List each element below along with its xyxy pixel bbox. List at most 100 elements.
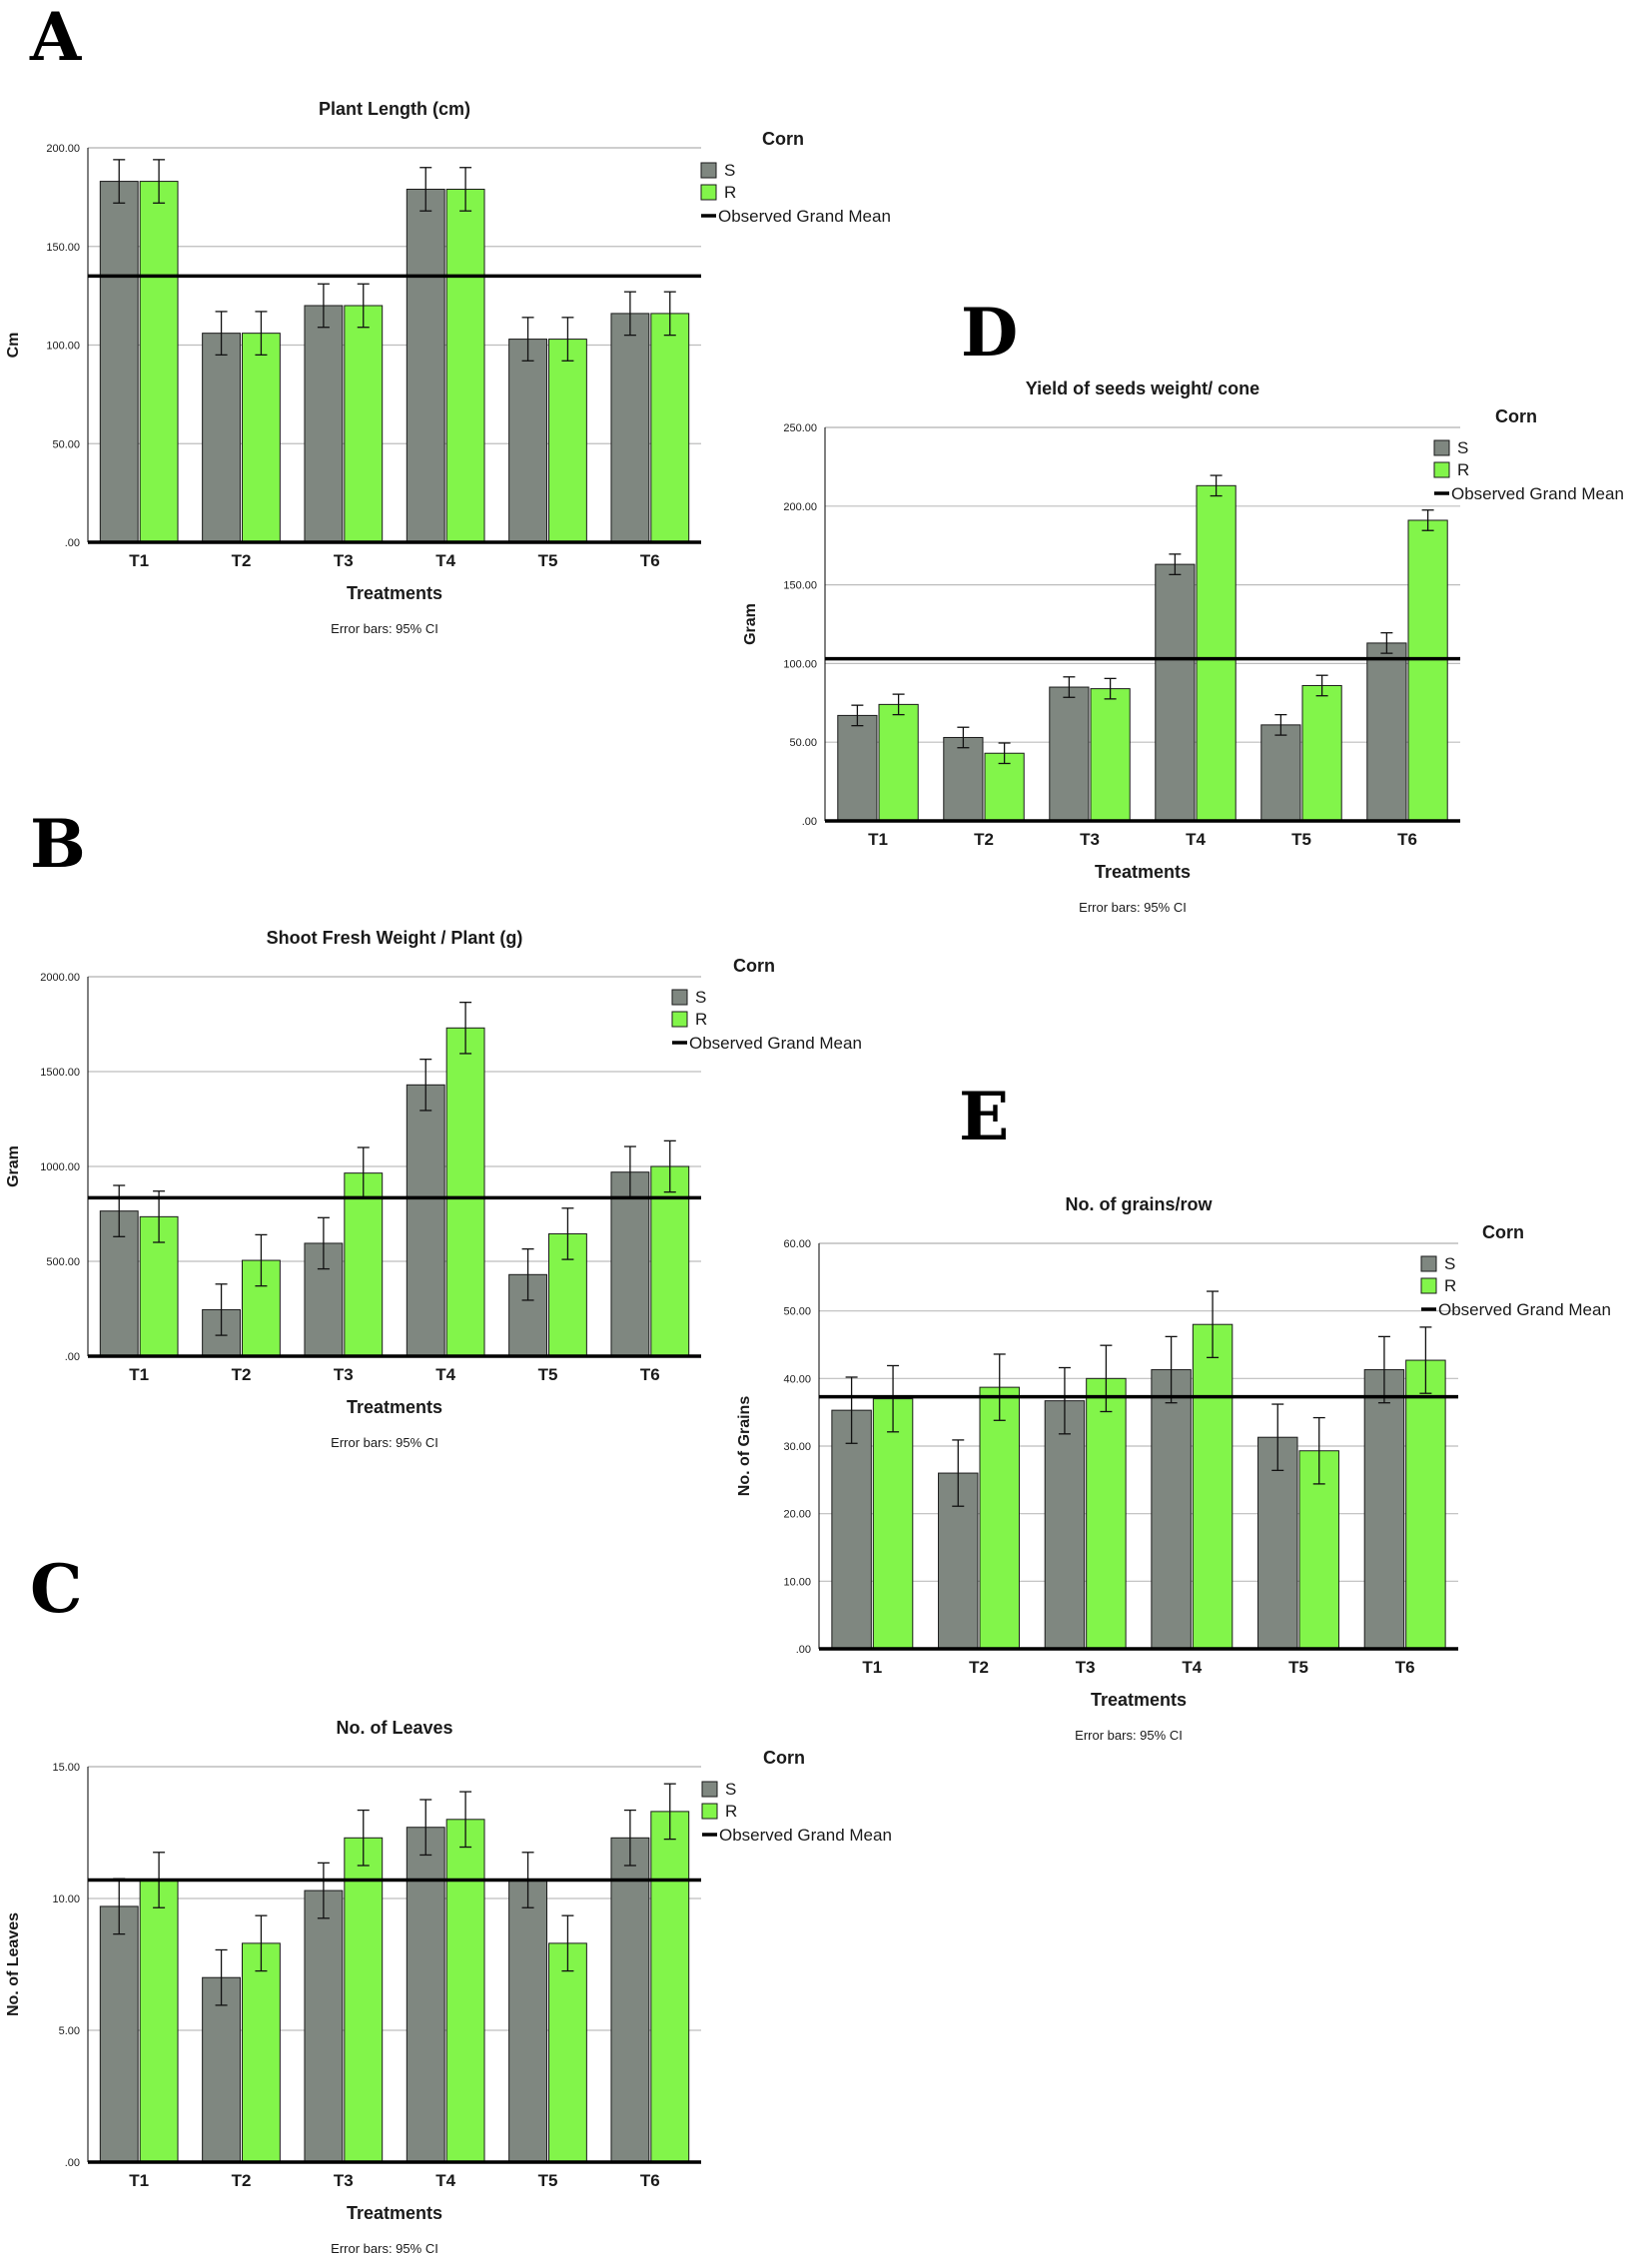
y-axis-label: Gram [5, 1145, 22, 1187]
bar-s-t2 [943, 736, 984, 822]
bar-r-t6 [650, 1811, 690, 2163]
y-tick-label: .00 [65, 1351, 80, 1363]
chart-shoot-fresh-weight: Shoot Fresh Weight / Plant (g) .00 500.00 1… [5, 928, 862, 1450]
legend-label-r: R [725, 1802, 737, 1821]
chart-title: Shoot Fresh Weight / Plant (g) [267, 928, 523, 948]
y-tick-label: 100.00 [46, 341, 80, 353]
legend-label-r: R [1457, 460, 1469, 479]
x-tick-label: T6 [640, 1365, 660, 1384]
y-tick-label: 50.00 [789, 737, 817, 749]
y-tick-label: 150.00 [783, 580, 817, 592]
x-tick-label: T4 [435, 1365, 455, 1384]
legend-label-s: S [725, 1780, 736, 1799]
bar-r-t1 [872, 1398, 914, 1650]
legend-title: Corn [1482, 1222, 1524, 1242]
legend-swatch-r [1433, 461, 1450, 478]
error-bar-note: Error bars: 95% CI [331, 1435, 438, 1450]
error-bar-note: Error bars: 95% CI [1079, 900, 1187, 915]
y-tick-label: 50.00 [783, 1306, 811, 1318]
legend-label-s: S [695, 988, 706, 1007]
bar-r-t4 [445, 1819, 485, 2163]
x-tick-label: T3 [1080, 830, 1100, 849]
panel-letter-a: A [30, 0, 82, 76]
legend-title: Corn [762, 129, 804, 149]
y-tick-label: 2000.00 [40, 972, 80, 984]
bar-s-t4 [406, 1827, 445, 2163]
x-tick-label: T2 [974, 830, 994, 849]
bar-s-t2 [202, 333, 242, 543]
bar-r-t3 [344, 305, 384, 543]
bar-s-t3 [1049, 686, 1090, 822]
chart-title: Yield of seeds weight/ cone [1026, 378, 1259, 398]
x-tick-label: T5 [538, 551, 558, 570]
legend-swatch-r [671, 1011, 688, 1028]
y-tick-label: 200.00 [46, 143, 80, 155]
x-tick-label: T4 [1182, 1658, 1202, 1677]
bar-r-t2 [979, 1386, 1020, 1650]
y-tick-label: 1500.00 [40, 1067, 80, 1079]
bar-r-t5 [1301, 684, 1342, 822]
x-axis-label: Treatments [347, 583, 442, 603]
bar-s-t5 [508, 339, 547, 543]
x-tick-label: T3 [334, 1365, 354, 1384]
y-tick-label: 60.00 [783, 1238, 811, 1250]
x-tick-label: T4 [1186, 830, 1206, 849]
x-tick-label: T4 [435, 551, 455, 570]
bar-r-t6 [1405, 1359, 1446, 1650]
bar-r-t1 [139, 181, 179, 543]
y-tick-label: 1000.00 [40, 1161, 80, 1173]
x-tick-label: T2 [969, 1658, 989, 1677]
bar-s-t5 [508, 1880, 547, 2163]
x-tick-label: T4 [435, 2171, 455, 2190]
x-tick-label: T1 [129, 1365, 149, 1384]
legend-swatch-s [671, 989, 688, 1006]
panel-letter-d: D [961, 294, 1019, 372]
bar-s-t4 [1155, 563, 1196, 822]
bar-r-t2 [242, 333, 281, 543]
x-tick-label: T1 [129, 551, 149, 570]
x-tick-label: T5 [1291, 830, 1311, 849]
y-axis-label: No. of Grains [736, 1396, 753, 1497]
y-tick-label: 15.00 [52, 1762, 80, 1774]
bar-r-t1 [878, 703, 919, 822]
bar-r-t6 [650, 1165, 690, 1357]
x-axis-label: Treatments [347, 2203, 442, 2223]
y-tick-label: 20.00 [783, 1509, 811, 1521]
bar-r-t4 [445, 1027, 485, 1357]
x-tick-label: T6 [640, 2171, 660, 2190]
chart-title: No. of grains/row [1065, 1194, 1213, 1214]
bar-s-t6 [1363, 1369, 1405, 1650]
x-axis-label: Treatments [1091, 1690, 1187, 1710]
bar-s-t6 [610, 313, 650, 543]
x-tick-label: T6 [1395, 1658, 1415, 1677]
legend-title: Corn [733, 956, 775, 976]
bar-s-t1 [831, 1409, 872, 1650]
y-tick-label: .00 [796, 1644, 811, 1656]
y-tick-label: .00 [802, 816, 817, 828]
bar-s-t4 [406, 188, 445, 543]
x-tick-label: T3 [334, 551, 354, 570]
bar-r-t5 [548, 1942, 587, 2163]
error-bar-note: Error bars: 95% CI [331, 621, 438, 636]
error-bar-note: Error bars: 95% CI [331, 2241, 438, 2256]
y-axis-label: Cm [5, 333, 22, 359]
bar-r-t3 [344, 1172, 384, 1357]
y-tick-label: 150.00 [46, 242, 80, 254]
legend-swatch-s [700, 162, 717, 179]
bar-r-t4 [445, 188, 485, 543]
legend-swatch-s [1420, 1255, 1437, 1272]
legend-swatch-s [1433, 439, 1450, 456]
x-tick-label: T1 [868, 830, 888, 849]
legend-title: Corn [1495, 406, 1537, 426]
panel-letter-b: B [30, 805, 86, 883]
y-tick-label: 40.00 [783, 1373, 811, 1385]
x-tick-label: T1 [862, 1658, 882, 1677]
legend-label-r: R [695, 1010, 707, 1029]
legend-label-s: S [1457, 438, 1468, 457]
bar-r-t2 [242, 1942, 281, 2163]
legend-label-s: S [1444, 1254, 1455, 1273]
legend-swatch-r [700, 184, 717, 201]
chart-title: No. of Leaves [336, 1718, 452, 1738]
y-tick-label: 100.00 [783, 658, 817, 670]
panel-letter-e: E [959, 1078, 1010, 1155]
